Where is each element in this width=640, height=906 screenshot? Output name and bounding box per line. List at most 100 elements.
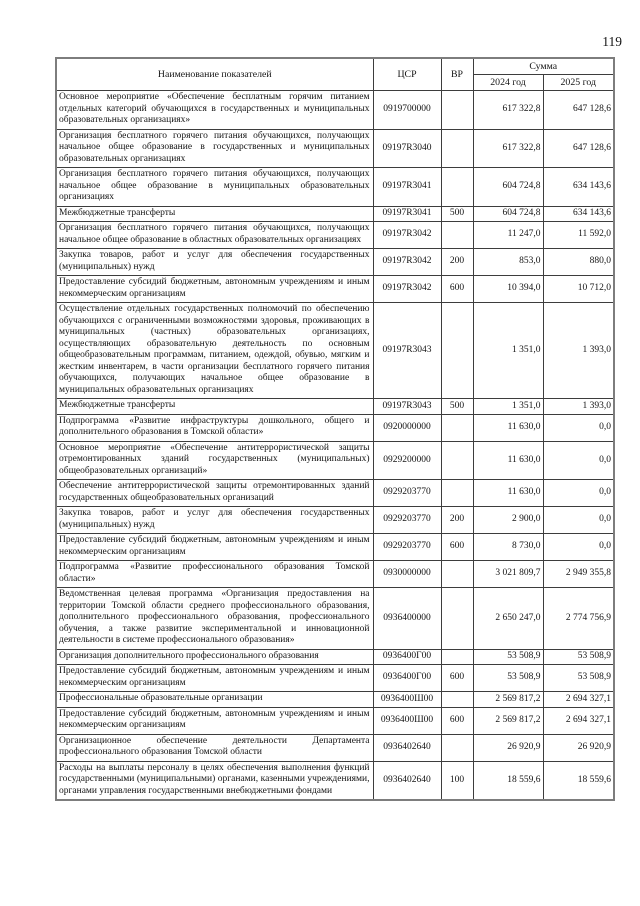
cell-indicator-name: Закупка товаров, работ и услуг для обесп… — [55, 506, 374, 534]
cell-sum-2024: 2 900,0 — [472, 506, 544, 534]
table-row: Профессиональные образовательные организ… — [55, 691, 615, 708]
cell-sum-2025: 0,0 — [542, 413, 615, 442]
cell-indicator-name: Предоставление субсидий бюджетным, автон… — [55, 275, 374, 303]
cell-sum-2024: 18 559,6 — [472, 760, 544, 801]
cell-csr-code: 09197R3042 — [372, 275, 442, 303]
header-csr: ЦСР — [372, 57, 442, 91]
cell-sum-2024: 11 630,0 — [472, 413, 544, 442]
cell-vr-code — [440, 90, 474, 130]
cell-indicator-name: Предоставление субсидий бюджетным, автон… — [55, 533, 374, 561]
table-row: Основное мероприятие «Обеспечение антите… — [55, 440, 615, 480]
cell-sum-2025: 2 949 355,8 — [542, 560, 615, 588]
cell-sum-2024: 26 920,9 — [472, 733, 544, 762]
cell-sum-2025: 2 774 756,9 — [542, 587, 615, 650]
table-row: Подпрограмма «Развитие инфраструктуры до… — [55, 413, 615, 442]
cell-csr-code: 0936402640 — [372, 733, 442, 762]
cell-indicator-name: Подпрограмма «Развитие инфраструктуры до… — [55, 413, 374, 442]
cell-vr-code: 600 — [440, 275, 474, 303]
cell-indicator-name: Обеспечение антитеррористической защиты … — [55, 479, 374, 507]
cell-vr-code — [440, 167, 474, 207]
cell-indicator-name: Организация бесплатного горячего питания… — [55, 167, 374, 207]
cell-sum-2024: 53 508,9 — [472, 664, 544, 692]
document-page: 119 Наименование показателей ЦСР ВР Сумм… — [55, 34, 622, 801]
cell-csr-code: 09197R3042 — [372, 248, 442, 276]
table-row: Ведомственная целевая программа «Организ… — [55, 587, 615, 650]
cell-sum-2025: 53 508,9 — [542, 648, 615, 665]
table-body: Основное мероприятие «Обеспечение беспла… — [55, 90, 615, 801]
cell-sum-2025: 0,0 — [542, 533, 615, 561]
cell-vr-code — [440, 413, 474, 442]
cell-indicator-name: Организация дополнительного профессионал… — [55, 648, 374, 665]
cell-csr-code: 09197R3040 — [372, 128, 442, 168]
cell-sum-2024: 11 247,0 — [472, 221, 544, 249]
cell-vr-code — [440, 440, 474, 480]
cell-csr-code: 09197R3042 — [372, 221, 442, 249]
cell-vr-code — [440, 587, 474, 650]
cell-csr-code: 0929203770 — [372, 506, 442, 534]
cell-vr-code: 200 — [440, 506, 474, 534]
cell-vr-code — [440, 648, 474, 665]
cell-csr-code: 0920000000 — [372, 413, 442, 442]
cell-indicator-name: Организация бесплатного горячего питания… — [55, 128, 374, 168]
cell-sum-2024: 617 322,8 — [472, 90, 544, 130]
cell-sum-2024: 53 508,9 — [472, 648, 544, 665]
cell-csr-code: 0930000000 — [372, 560, 442, 588]
cell-csr-code: 0936400000 — [372, 587, 442, 650]
cell-vr-code: 100 — [440, 760, 474, 801]
cell-indicator-name: Основное мероприятие «Обеспечение беспла… — [55, 90, 374, 130]
cell-csr-code: 0936400Ш00 — [372, 706, 442, 735]
cell-vr-code — [440, 128, 474, 168]
header-indicator-name: Наименование показателей — [55, 57, 374, 91]
cell-sum-2025: 0,0 — [542, 479, 615, 507]
cell-vr-code: 200 — [440, 248, 474, 276]
table-row: Предоставление субсидий бюджетным, автон… — [55, 706, 615, 735]
table-row: Закупка товаров, работ и услуг для обесп… — [55, 248, 615, 276]
cell-indicator-name: Межбюджетные трансферты — [55, 205, 374, 222]
cell-sum-2025: 647 128,6 — [542, 128, 615, 168]
header-year-2025: 2025 год — [542, 74, 615, 91]
table-row: Предоставление субсидий бюджетным, автон… — [55, 664, 615, 692]
cell-csr-code: 0936400Г00 — [372, 664, 442, 692]
table-row: Основное мероприятие «Обеспечение беспла… — [55, 90, 615, 130]
cell-indicator-name: Организация бесплатного горячего питания… — [55, 221, 374, 249]
table-row: Предоставление субсидий бюджетным, автон… — [55, 275, 615, 303]
cell-sum-2025: 2 694 327,1 — [542, 691, 615, 708]
cell-indicator-name: Профессиональные образовательные организ… — [55, 691, 374, 708]
cell-vr-code: 500 — [440, 205, 474, 222]
cell-sum-2025: 880,0 — [542, 248, 615, 276]
header-sum: Сумма — [472, 57, 615, 75]
cell-csr-code: 0929203770 — [372, 533, 442, 561]
table-row: Обеспечение антитеррористической защиты … — [55, 479, 615, 507]
cell-vr-code — [440, 221, 474, 249]
cell-indicator-name: Предоставление субсидий бюджетным, автон… — [55, 664, 374, 692]
cell-indicator-name: Ведомственная целевая программа «Организ… — [55, 587, 374, 650]
table-row: Организация бесплатного горячего питания… — [55, 221, 615, 249]
cell-csr-code: 09197R3041 — [372, 167, 442, 207]
cell-sum-2024: 2 569 817,2 — [472, 691, 544, 708]
cell-csr-code: 0929203770 — [372, 479, 442, 507]
table-row: Закупка товаров, работ и услуг для обесп… — [55, 506, 615, 534]
cell-sum-2025: 10 712,0 — [542, 275, 615, 303]
table-row: Межбюджетные трансферты 09197R3041 500 6… — [55, 205, 615, 222]
cell-vr-code: 600 — [440, 533, 474, 561]
cell-indicator-name: Закупка товаров, работ и услуг для обесп… — [55, 248, 374, 276]
cell-sum-2025: 634 143,6 — [542, 205, 615, 222]
cell-sum-2024: 853,0 — [472, 248, 544, 276]
cell-vr-code — [440, 733, 474, 762]
table-row: Организационное обеспечение деятельности… — [55, 733, 615, 762]
table-row: Организация дополнительного профессионал… — [55, 648, 615, 665]
table-row: Осуществление отдельных государственных … — [55, 302, 615, 399]
cell-indicator-name: Межбюджетные трансферты — [55, 398, 374, 415]
table-row: Межбюджетные трансферты 09197R3043 500 1… — [55, 398, 615, 415]
cell-sum-2025: 11 592,0 — [542, 221, 615, 249]
table-row: Организация бесплатного горячего питания… — [55, 167, 615, 207]
cell-csr-code: 0929200000 — [372, 440, 442, 480]
cell-sum-2025: 0,0 — [542, 440, 615, 480]
cell-sum-2025: 634 143,6 — [542, 167, 615, 207]
cell-csr-code: 09197R3043 — [372, 302, 442, 399]
page-number: 119 — [602, 34, 622, 49]
cell-sum-2024: 10 394,0 — [472, 275, 544, 303]
cell-sum-2025: 0,0 — [542, 506, 615, 534]
cell-csr-code: 09197R3043 — [372, 398, 442, 415]
cell-vr-code — [440, 560, 474, 588]
